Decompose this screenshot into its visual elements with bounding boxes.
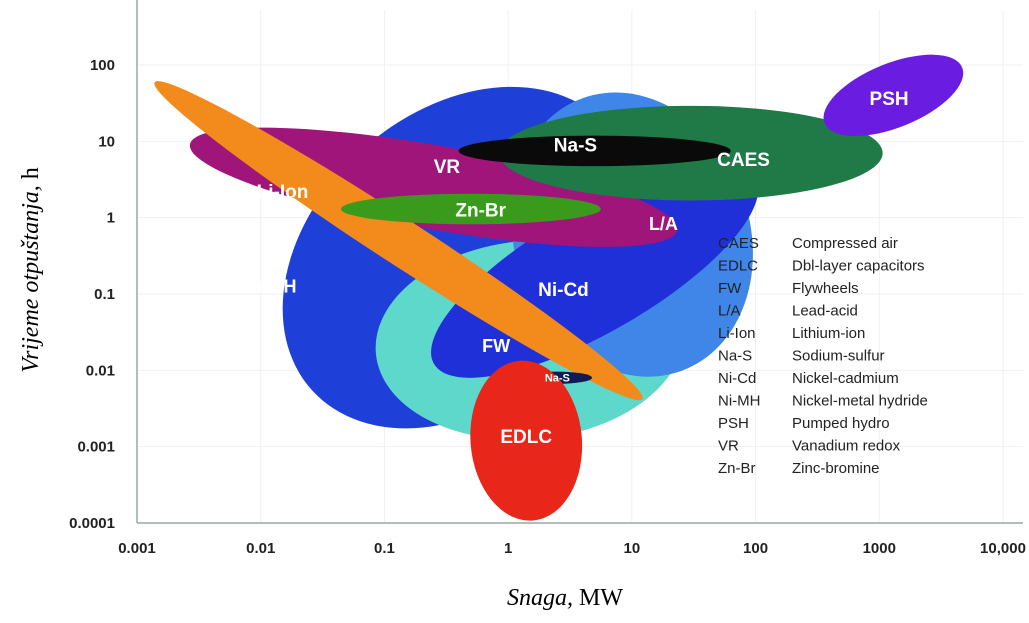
legend-name: Vanadium redox <box>792 438 901 455</box>
region-label-zn-br: Zn-Br <box>455 201 506 222</box>
region-label-na-s: Na-S <box>554 136 597 157</box>
x-tick-label: 0.001 <box>118 540 156 557</box>
legend-name: Dbl-layer capacitors <box>792 258 925 275</box>
legend-name: Zinc-bromine <box>792 460 880 477</box>
legend-abbr: Li-Ion <box>718 325 756 342</box>
legend-abbr: PSH <box>718 415 749 432</box>
x-tick-label: 1 <box>504 540 512 557</box>
region-edlc <box>470 360 583 521</box>
axes <box>136 0 1023 524</box>
region-label-vr: VR <box>434 157 461 178</box>
legend-name: Lithium-ion <box>792 325 865 342</box>
region-label-li-ion: Li-Ion <box>257 182 309 203</box>
y-tick-label: 100 <box>90 57 115 74</box>
legend-name: Nickel-metal hydride <box>792 393 928 410</box>
y-tick-label: 10 <box>98 133 115 150</box>
legend-abbr: CAES <box>718 235 759 252</box>
axis-label-italic-part: Snaga, <box>507 585 579 611</box>
region-zn-br <box>341 193 601 225</box>
legend-name: Flywheels <box>792 280 859 297</box>
x-tick-labels: 0.001 0.01 0.1 1 10 100 1000 10,000 <box>118 540 1026 557</box>
legend-abbr: L/A <box>718 303 741 320</box>
y-axis-label: Vrijeme otpuštanja, h <box>18 167 44 373</box>
legend-abbr: Na-S <box>718 348 752 365</box>
x-tick-label: 0.1 <box>374 540 395 557</box>
region-label-ni-cd: Ni-Cd <box>538 280 589 301</box>
legend-abbr: VR <box>718 438 739 455</box>
x-tick-label: 0.01 <box>246 540 275 557</box>
y-tick-label: 0.01 <box>86 362 115 379</box>
legend-name: Nickel-cadmium <box>792 370 899 387</box>
technology-region-labels: Ni-MH FW L/A Ni-Cd VR Li-Ion Zn-Br CAES Na-S PSH N… <box>245 89 909 448</box>
x-tick-label: 10,000 <box>980 540 1026 557</box>
axis-label-italic-part: Vrijeme otpuštanja, <box>18 179 44 373</box>
legend-abbr: Ni-MH <box>718 393 761 410</box>
y-tick-label: 0.001 <box>77 439 115 456</box>
legend-name: Compressed air <box>792 235 898 252</box>
legend-abbr: Zn-Br <box>718 460 756 477</box>
legend-name: Pumped hydro <box>792 415 890 432</box>
x-tick-label: 100 <box>743 540 768 557</box>
technology-regions <box>154 54 964 521</box>
legend: CAES Compressed air EDLC Dbl-layer capacito… <box>718 235 928 477</box>
x-tick-label: 1000 <box>863 540 896 557</box>
legend-abbr: EDLC <box>718 258 758 275</box>
x-axis-label: Snaga, MW <box>507 585 623 611</box>
region-li-ion <box>154 81 643 401</box>
region-label-edlc: EDLC <box>500 427 552 448</box>
region-na-s <box>458 135 731 167</box>
legend-name: Lead-acid <box>792 303 858 320</box>
region-label-ni-mh: Ni-MH <box>245 277 297 297</box>
y-tick-label: 1 <box>107 210 115 227</box>
y-tick-label: 0.0001 <box>69 515 115 532</box>
region-label-na-s: Na-S <box>545 372 570 384</box>
axis-label-unit: h <box>18 167 44 179</box>
legend-name: Sodium-sulfur <box>792 348 885 365</box>
y-tick-label: 0.1 <box>94 286 115 303</box>
region-label-l-a: L/A <box>649 214 678 234</box>
x-tick-label: 10 <box>624 540 641 557</box>
y-tick-labels: 0.0001 0.001 0.01 0.1 1 10 100 <box>69 57 115 532</box>
region-label-fw: FW <box>482 336 510 356</box>
region-label-psh: PSH <box>870 89 909 110</box>
axis-label-unit: MW <box>579 585 623 611</box>
legend-abbr: FW <box>718 280 742 297</box>
legend-abbr: Ni-Cd <box>718 370 756 387</box>
region-psh <box>823 54 964 137</box>
region-label-caes: CAES <box>717 150 770 171</box>
